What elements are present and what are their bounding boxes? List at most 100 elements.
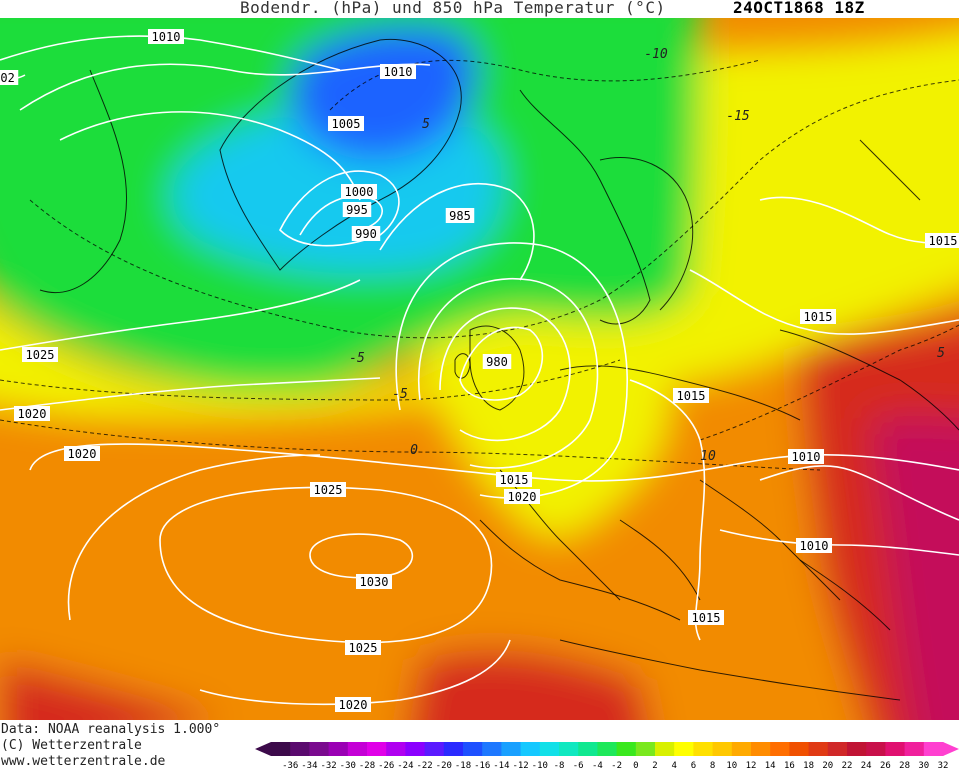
colorbar-tick-label: 32 [938, 761, 949, 770]
colorbar-tick-label: 18 [803, 761, 814, 770]
temperature-region-magenta [870, 415, 959, 720]
isobar-label-text: 1025 [314, 483, 343, 497]
colorbar-swatch [712, 742, 733, 756]
isobar-label: 1010 [380, 64, 416, 79]
colorbar-swatch [655, 742, 675, 756]
isobar-label: 1010 [796, 538, 832, 553]
colorbar-tick-label: -8 [554, 761, 565, 770]
colorbar-tick-label: -10 [532, 761, 548, 770]
colorbar-swatch [674, 742, 694, 756]
colorbar-swatch [885, 742, 906, 756]
colorbar-tick-label: -32 [320, 761, 336, 770]
isobar-label: 980 [482, 354, 512, 369]
colorbar-swatch [501, 742, 522, 756]
colorbar-tick-label: -22 [416, 761, 432, 770]
colorbar-swatch [751, 742, 771, 756]
isobar-label: 1020 [335, 697, 371, 712]
colorbar-swatch [328, 742, 349, 756]
colorbar-tick-label: -6 [573, 761, 584, 770]
colorbar-swatch [789, 742, 810, 756]
isobars [0, 35, 959, 706]
isobar-label: 102 [0, 70, 19, 85]
temperature-region-red [410, 649, 648, 720]
colorbar-tick-label: 12 [746, 761, 757, 770]
colorbar-swatch [635, 742, 656, 756]
colorbar-swatch [904, 742, 925, 756]
isobar-label-text: 985 [449, 209, 471, 223]
colorbar-tick-label: -24 [397, 761, 413, 770]
weather-map-svg: 1010101010051000995990985980102510201020… [0, 18, 959, 720]
colorbar-swatch [923, 742, 944, 756]
isobar-label: 1015 [800, 309, 836, 324]
colorbar-swatch [463, 742, 483, 756]
colorbar-tick-label: 16 [784, 761, 795, 770]
isobar-label: 1020 [64, 446, 100, 461]
colorbar-swatch [808, 742, 829, 756]
temperature-region-yellow [0, 316, 440, 417]
colorbar-swatch [271, 742, 291, 756]
isobar-label-text: 1015 [500, 473, 529, 487]
colorbar-tick-label: -16 [474, 761, 490, 770]
colorbar-swatch [309, 742, 330, 756]
colorbar-tick-label: -30 [340, 761, 356, 770]
colorbar-swatch [290, 742, 310, 756]
isotherm-label: -15 [726, 109, 750, 124]
isobar-label-text: 1025 [26, 348, 55, 362]
isobar-label-text: 1015 [692, 611, 721, 625]
colorbar-swatch [347, 742, 368, 756]
colorbar-tick-label: 6 [691, 761, 696, 770]
colorbar-swatch [367, 742, 387, 756]
copyright-text: (C) Wetterzentrale [1, 738, 142, 753]
website-link[interactable]: www.wetterzentrale.de [1, 754, 166, 769]
map-title-bar: Bodendr. (hPa) und 850 hPa Temperatur (°… [0, 0, 959, 18]
colorbar-swatch [866, 742, 886, 756]
colorbar-swatch [578, 742, 598, 756]
colorbar-swatch [443, 742, 464, 756]
isobar-label: 1025 [22, 347, 58, 362]
isobar-label-text: 1020 [18, 407, 47, 421]
colorbar-tick-label: 0 [633, 761, 638, 770]
colorbar-swatch [386, 742, 406, 756]
isobar-label: 1025 [345, 640, 381, 655]
isobar-label: 1015 [496, 472, 532, 487]
colorbar-swatch [616, 742, 637, 756]
isobar-label: 1015 [673, 388, 709, 403]
colorbar-tick-label: -18 [455, 761, 471, 770]
colorbar-swatch [559, 742, 579, 756]
isobar-label: 1020 [504, 489, 540, 504]
map-date: 24OCT1868 18Z [733, 0, 865, 17]
isobar-label-text: 1015 [677, 389, 706, 403]
colorbar-swatch [597, 742, 618, 756]
temperature-region-red [0, 660, 220, 720]
isobar-label-text: 1000 [345, 185, 374, 199]
isotherm-label: 0 [410, 443, 418, 458]
isotherm-labels: -10 -15 -5 -5 0 10 5 5 [349, 47, 945, 464]
colorbar-tick-label: 22 [842, 761, 853, 770]
isobar-label-text: 1010 [152, 30, 181, 44]
colorbar-swatch [520, 742, 541, 756]
colorbar-tick-label: -28 [359, 761, 375, 770]
isotherm-label: -10 [644, 47, 668, 62]
colorbar-tick-label: -36 [282, 761, 298, 770]
colorbar-swatch [405, 742, 426, 756]
colorbar-swatch [770, 742, 790, 756]
colorbar-tick-label: 26 [880, 761, 891, 770]
colorbar-swatch [847, 742, 867, 756]
colorbar-swatch [539, 742, 560, 756]
isobar-label-text: 1020 [68, 447, 97, 461]
colorbar-tick-label: 24 [861, 761, 872, 770]
colorbar-swatch [482, 742, 502, 756]
colorbar-tick-label: -34 [301, 761, 317, 770]
isobar-label: 990 [351, 226, 381, 241]
isobar-label-text: 1010 [792, 450, 821, 464]
temperature-colorbar: -36 -34 -32 -30 -28 -26 -24 -22 -20 -18 -16 -14 -12-… [255, 740, 959, 770]
isobar-label-text: 1015 [804, 310, 833, 324]
isobar-label: 1015 [688, 610, 724, 625]
colorbar-left-arrow [255, 742, 271, 756]
colorbar-tick-label: 2 [652, 761, 657, 770]
map-footer: Data: NOAA reanalysis 1.000° (C) Wetterz… [0, 722, 959, 770]
colorbar-svg: -36 -34 -32 -30 -28 -26 -24 -22 -20 -18 -16 -14 -12-… [255, 742, 959, 770]
isobar-label: 1020 [14, 406, 50, 421]
isobar-label-text: 102 [0, 71, 15, 85]
isobar-label: 1015 [925, 233, 959, 248]
